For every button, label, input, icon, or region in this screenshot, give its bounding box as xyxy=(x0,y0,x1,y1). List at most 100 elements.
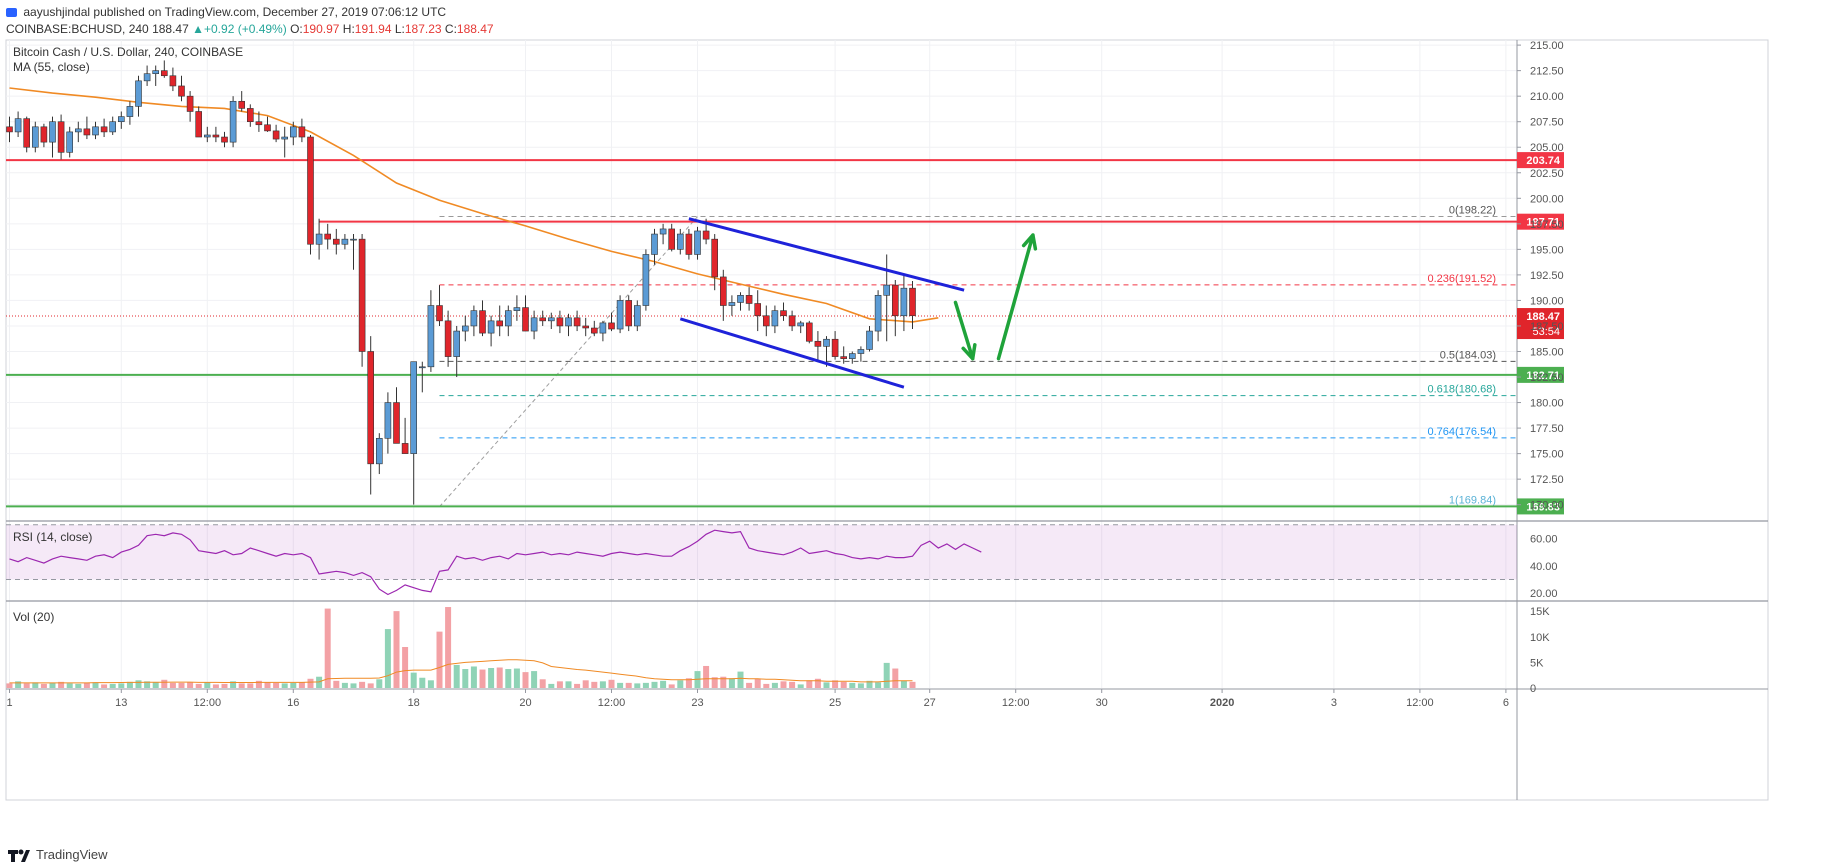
volume-bar xyxy=(660,680,667,688)
price-tick-label: 182.50 xyxy=(1530,372,1564,384)
candle-down xyxy=(625,300,633,327)
volume-title: Vol (20) xyxy=(13,610,54,624)
price-label: 203.74 xyxy=(1526,155,1561,167)
tradingview-brand: TradingView xyxy=(36,847,108,862)
candle-down xyxy=(754,303,762,317)
candle-up xyxy=(874,295,882,332)
volume-bar xyxy=(290,682,297,688)
volume-bar xyxy=(230,681,237,688)
price-tick-label: 175.00 xyxy=(1530,449,1564,461)
candle-down xyxy=(590,327,598,334)
volume-bar xyxy=(23,683,30,688)
candle-down xyxy=(685,233,693,255)
volume-bar xyxy=(178,682,185,688)
last-price-value: 188.47 xyxy=(152,22,189,36)
candles xyxy=(6,60,916,505)
price-label: 182.71 xyxy=(1526,370,1560,382)
time-tick-label: 25 xyxy=(829,697,841,709)
chart-frame xyxy=(5,39,1769,801)
candle-up xyxy=(599,322,607,334)
volume-bar xyxy=(703,665,710,688)
publisher-name[interactable]: aayushjindal xyxy=(23,5,91,19)
volume-bar xyxy=(900,680,907,688)
fib-level-label: 0.5(184.03) xyxy=(1440,349,1496,361)
tradingview-logo[interactable]: TradingView xyxy=(8,847,108,862)
volume-bar xyxy=(496,667,503,688)
candle-up xyxy=(384,402,392,439)
volume-bar xyxy=(118,683,125,688)
high-label: H: xyxy=(342,22,355,36)
volume-bar xyxy=(15,681,22,688)
candle-down xyxy=(358,238,366,352)
volume-bar xyxy=(677,680,684,688)
candle-up xyxy=(883,284,891,296)
volume-bar xyxy=(161,679,168,688)
candle-down xyxy=(668,228,676,250)
rsi-band xyxy=(6,524,1517,580)
price-tick-label: 195.00 xyxy=(1530,244,1564,256)
volume-bar xyxy=(281,683,288,688)
candle-down xyxy=(762,315,770,327)
volume-bar xyxy=(66,683,73,688)
volume-bar xyxy=(608,679,615,688)
channel-lower-line xyxy=(679,317,905,389)
time-tick-label: 2020 xyxy=(1210,697,1234,709)
time-axis[interactable]: 1 13 12:00 16 18 20 12:00 23 25 27 12:00 30 2020 3 12:… xyxy=(6,689,1509,709)
candle-down xyxy=(178,85,185,97)
volume-bar xyxy=(737,671,744,688)
panel-titles: Bitcoin Cash / U.S. Dollar, 240, COINBAS… xyxy=(13,45,243,624)
volume-bar xyxy=(823,682,830,688)
moving-average xyxy=(9,87,939,323)
price-tick-label: 207.50 xyxy=(1530,117,1564,129)
candle-down xyxy=(221,136,228,143)
time-tick-label: 12:00 xyxy=(1406,697,1434,709)
drawings xyxy=(679,217,1038,389)
candle-up xyxy=(823,338,830,347)
price-tick-label: 197.50 xyxy=(1530,219,1564,231)
volume-tick-label: 15K xyxy=(1530,606,1550,618)
volume-bar xyxy=(204,682,211,688)
price-tick-label: 170.00 xyxy=(1530,500,1564,512)
volume-bar xyxy=(909,681,916,688)
open-label: O: xyxy=(290,22,303,36)
candle-down xyxy=(83,128,91,136)
volume-bar xyxy=(298,682,305,688)
time-tick-label: 13 xyxy=(115,697,127,709)
candle-up xyxy=(461,325,469,332)
candle-up xyxy=(49,121,56,143)
chart-header: aayushjindal published on TradingView.co… xyxy=(0,0,1828,42)
candle-down xyxy=(264,124,271,132)
candle-up xyxy=(350,238,357,241)
price-tick-label: 200.00 xyxy=(1530,193,1564,205)
tradingview-small-icon xyxy=(6,8,17,17)
volume-bar xyxy=(273,682,280,688)
chart-title: Bitcoin Cash / U.S. Dollar, 240, COINBAS… xyxy=(13,45,243,59)
candle-down xyxy=(814,340,822,347)
volume-bar xyxy=(814,678,821,688)
fibonacci-retracement: 0(198.22) 0.236(191.52) 0.5(184.03) 0.618(1… xyxy=(439,204,1517,508)
close-value: 188.47 xyxy=(456,22,494,36)
time-tick-label: 16 xyxy=(287,697,299,709)
volume-bar xyxy=(367,683,374,688)
candle-down xyxy=(831,338,839,357)
rsi-tick-label: 40.00 xyxy=(1530,561,1558,573)
time-tick-label: 12:00 xyxy=(1002,697,1030,709)
volume-bar xyxy=(40,683,47,688)
price-label: 169.83 xyxy=(1526,501,1560,513)
volume-bar xyxy=(462,669,469,688)
volume-bar xyxy=(427,680,434,688)
fib-level-label: 0.618(180.68) xyxy=(1428,384,1497,396)
candle-down xyxy=(909,287,916,317)
volume-bar xyxy=(892,668,899,688)
price-axis[interactable]: 215.00 212.50 210.00 207.50 205.00 202.50 200.… xyxy=(1517,40,1564,512)
volume-bar xyxy=(384,629,391,688)
tradingview-logo-icon xyxy=(8,849,30,862)
candle-down xyxy=(307,136,314,245)
candle-up xyxy=(565,317,572,327)
candle-up xyxy=(31,126,39,148)
price-label-bg xyxy=(1517,213,1564,230)
grid xyxy=(6,40,1517,688)
candle-down xyxy=(702,230,710,240)
price-label-bg xyxy=(1517,498,1564,515)
